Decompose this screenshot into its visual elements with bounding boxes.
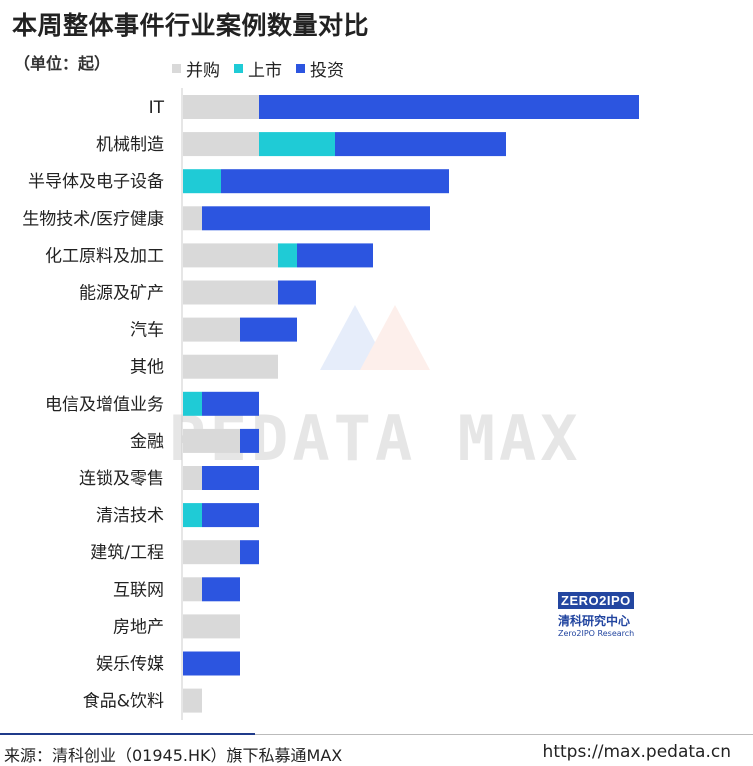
bar-segment-investment — [183, 651, 240, 676]
category-label: 电信及增值业务 — [45, 395, 164, 415]
legend-item-merger: 并购 — [172, 56, 220, 81]
zero2ipo-logo: ZERO2IPO 清科研究中心 Zero2IPO Research — [558, 590, 648, 638]
bars-group — [183, 95, 639, 713]
category-label: 生物技术/医疗健康 — [22, 209, 164, 229]
bar-segment-ipo — [183, 503, 202, 528]
legend-swatch-merger — [172, 64, 181, 73]
category-label: 互联网 — [113, 580, 164, 600]
bar-segment-investment — [202, 391, 259, 416]
watermark-logo-left — [320, 305, 390, 370]
bar-segment-investment — [221, 169, 449, 194]
bar-segment-ipo — [259, 132, 335, 157]
bar-segment-investment — [278, 280, 316, 305]
category-label: 汽车 — [130, 321, 164, 341]
bar-segment-merger — [183, 354, 278, 379]
bar-chart: PEDATA MAX IT机械制造半导体及电子设备生物技术/医疗健康化工原料及加… — [22, 88, 639, 720]
logo-en-text: Zero2IPO Research — [558, 629, 635, 638]
legend-item-investment: 投资 — [296, 56, 344, 81]
category-label: 清洁技术 — [96, 506, 164, 526]
bar-segment-merger — [183, 540, 240, 565]
category-label: 连锁及零售 — [79, 469, 164, 489]
legend-swatch-investment — [296, 64, 305, 73]
bar-segment-investment — [259, 95, 639, 119]
bar-segment-investment — [202, 206, 430, 231]
footer-divider — [0, 734, 753, 735]
bar-segment-investment — [202, 503, 259, 528]
category-label: 娱乐传媒 — [96, 655, 164, 675]
legend-label-investment: 投资 — [310, 61, 344, 81]
category-label: 半导体及电子设备 — [28, 172, 164, 192]
category-label: 能源及矿产 — [79, 284, 164, 304]
bar-segment-merger — [183, 280, 278, 305]
category-label: 食品&饮料 — [83, 692, 164, 712]
category-label: 金融 — [130, 432, 164, 452]
category-label: 化工原料及加工 — [45, 246, 164, 266]
bar-segment-ipo — [278, 243, 297, 268]
category-label: 其他 — [130, 358, 164, 378]
footer-source: 来源：清科创业（01945.HK）旗下私募通MAX — [4, 746, 343, 765]
bar-segment-ipo — [183, 169, 221, 194]
bar-segment-merger — [183, 688, 202, 713]
footer-accent-bar — [0, 733, 255, 735]
watermark-logo-right — [360, 305, 430, 370]
category-labels: IT 机械制造半导体及电子设备生物技术/医疗健康化工原料及加工能源及矿产汽车其他电… — [22, 98, 164, 712]
bar-segment-merger — [183, 317, 240, 342]
bar-segment-investment — [240, 317, 297, 342]
logo-word: ZERO2IPO — [558, 592, 634, 609]
category-label: 机械制造 — [96, 135, 164, 155]
bar-segment-merger — [183, 577, 202, 602]
legend-swatch-ipo — [234, 64, 243, 73]
bar-segment-merger — [183, 466, 202, 490]
unit-label: （单位：起） — [14, 54, 111, 73]
bar-segment-investment — [297, 243, 373, 268]
category-label: 建筑/工程 — [90, 543, 164, 563]
bar-segment-investment — [202, 466, 259, 490]
logo-cn-text: 清科研究中心 — [558, 614, 631, 628]
bar-segment-merger — [183, 428, 240, 453]
bar-segment-merger — [183, 132, 259, 157]
bar-segment-investment — [202, 577, 240, 602]
legend-label-ipo: 上市 — [248, 61, 282, 81]
legend: 并购 上市 投资 — [172, 56, 344, 81]
category-label: IT — [149, 98, 165, 118]
bar-segment-merger — [183, 614, 240, 639]
bar-segment-ipo — [183, 391, 202, 416]
legend-label-merger: 并购 — [186, 61, 220, 81]
bar-segment-merger — [183, 243, 278, 268]
bar-segment-investment — [240, 540, 259, 565]
bar-segment-investment — [335, 132, 506, 157]
legend-item-ipo: 上市 — [234, 56, 282, 81]
category-label: 房地产 — [113, 617, 164, 637]
bar-segment-investment — [240, 428, 259, 453]
footer-url[interactable]: https://max.pedata.cn — [542, 742, 731, 762]
chart-title: 本周整体事件行业案例数量对比 — [12, 11, 370, 40]
bar-segment-merger — [183, 95, 259, 119]
bar-segment-merger — [183, 206, 202, 231]
